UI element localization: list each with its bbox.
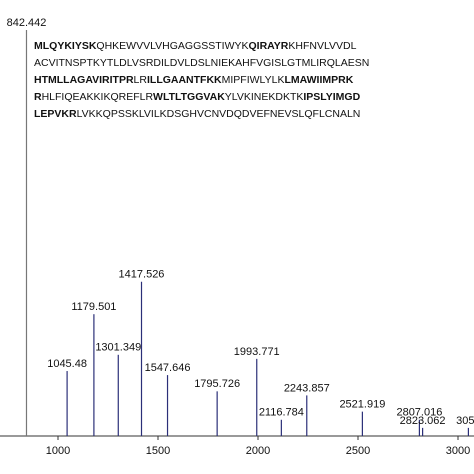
- sequence-segment: WLTLTGGVAK: [153, 91, 225, 103]
- peak-label: 2116.784: [259, 407, 304, 419]
- sequence-segment: IPSLYIMGD: [303, 91, 360, 103]
- sequence-segment: QIRAYR: [249, 40, 289, 52]
- sequence-segment: HTMLLAGAVIRITPR: [34, 74, 134, 86]
- x-tick-label: 2500: [346, 445, 370, 457]
- peak-label: 1795.726: [194, 378, 240, 390]
- sequence-segment: LMAWIIMPRK: [284, 74, 353, 86]
- sequence-segment: HLFIQEAKKIKQREFLR: [42, 91, 154, 103]
- sequence-line: RHLFIQEAKKIKQREFLRWLTLTGGVAKYLVKINEKDKTK…: [34, 91, 361, 103]
- peak-label: 842.442: [7, 17, 47, 29]
- sequence-segment: ACVITNSPTKYTLDLVSRDILDVLDSLNIEKAHFVGISLG…: [34, 57, 369, 69]
- sequence-segment: LR: [134, 74, 148, 86]
- peak-label: 1045.48: [47, 358, 87, 370]
- peak-label: 1417.526: [119, 269, 165, 281]
- peak-label: 1179.501: [71, 301, 116, 313]
- peak-label: 3052: [456, 415, 474, 427]
- x-tick-label: 1500: [146, 445, 170, 457]
- sequence-line: ACVITNSPTKYTLDLVSRDILDVLDSLNIEKAHFVGISLG…: [34, 57, 369, 69]
- sequence-segment: ILLGAANTFKK: [147, 74, 222, 86]
- sequence-segment: QHKEWVVLVHGAGGSSTIWYK: [96, 40, 248, 52]
- sequence-segment: YLVKINEKDKTK: [225, 91, 304, 103]
- x-tick-label: 3000: [446, 445, 470, 457]
- x-tick-label: 1000: [46, 445, 70, 457]
- sequence-segment: LEPVKR: [34, 108, 77, 120]
- sequence-segment: R: [34, 91, 42, 103]
- x-tick-label: 2000: [246, 445, 270, 457]
- sequence-segment: MLQYKIYSK: [34, 40, 97, 52]
- peak-label: 1301.349: [95, 342, 141, 354]
- peak-label: 2243.857: [284, 382, 330, 394]
- peak-label: 2807.016: [396, 407, 442, 419]
- sequence-segment: MIPFIWLYLK: [222, 74, 285, 86]
- sequence-line: HTMLLAGAVIRITPRLRILLGAANTFKKMIPFIWLYLKLM…: [34, 74, 354, 86]
- peak-label: 1547.646: [145, 362, 191, 374]
- sequence-segment: LVKKQPSSKLVILKDSGHVCNVDQDVEFNEVSLQFLCNAL…: [77, 108, 361, 120]
- peak-label: 1993.771: [234, 346, 280, 358]
- peak-label: 2823.062: [400, 415, 446, 427]
- sequence-segment: KHFNVLVVDL: [288, 40, 356, 52]
- peak-label: 2521.919: [339, 399, 385, 411]
- sequence-line: MLQYKIYSKQHKEWVVLVHGAGGSSTIWYKQIRAYRKHFN…: [34, 40, 357, 52]
- sequence-line: LEPVKRLVKKQPSSKLVILKDSGHVCNVDQDVEFNEVSLQ…: [34, 108, 360, 120]
